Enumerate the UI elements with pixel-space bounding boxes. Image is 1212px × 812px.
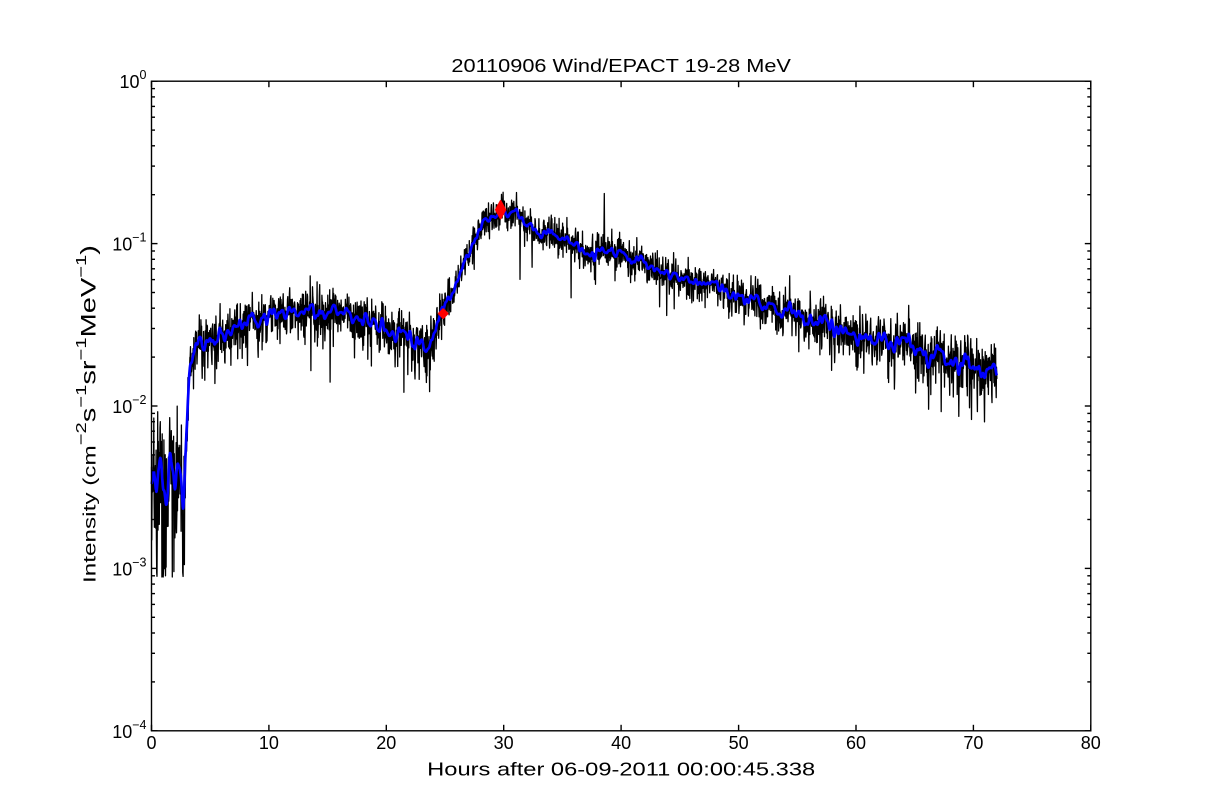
svg-text:70: 70 xyxy=(963,733,983,753)
svg-text:Hours after 06-09-2011 00:00:4: Hours after 06-09-2011 00:00:45.338 xyxy=(427,760,815,780)
svg-text:10: 10 xyxy=(259,733,279,753)
svg-text:50: 50 xyxy=(729,733,749,753)
svg-text:30: 30 xyxy=(494,733,514,753)
svg-text:20110906 Wind/EPACT 19-28 MeV: 20110906 Wind/EPACT 19-28 MeV xyxy=(451,56,791,76)
svg-text:40: 40 xyxy=(611,733,631,753)
svg-text:80: 80 xyxy=(1081,733,1101,753)
svg-text:0: 0 xyxy=(146,733,156,753)
svg-text:60: 60 xyxy=(846,733,866,753)
svg-text:20: 20 xyxy=(376,733,396,753)
